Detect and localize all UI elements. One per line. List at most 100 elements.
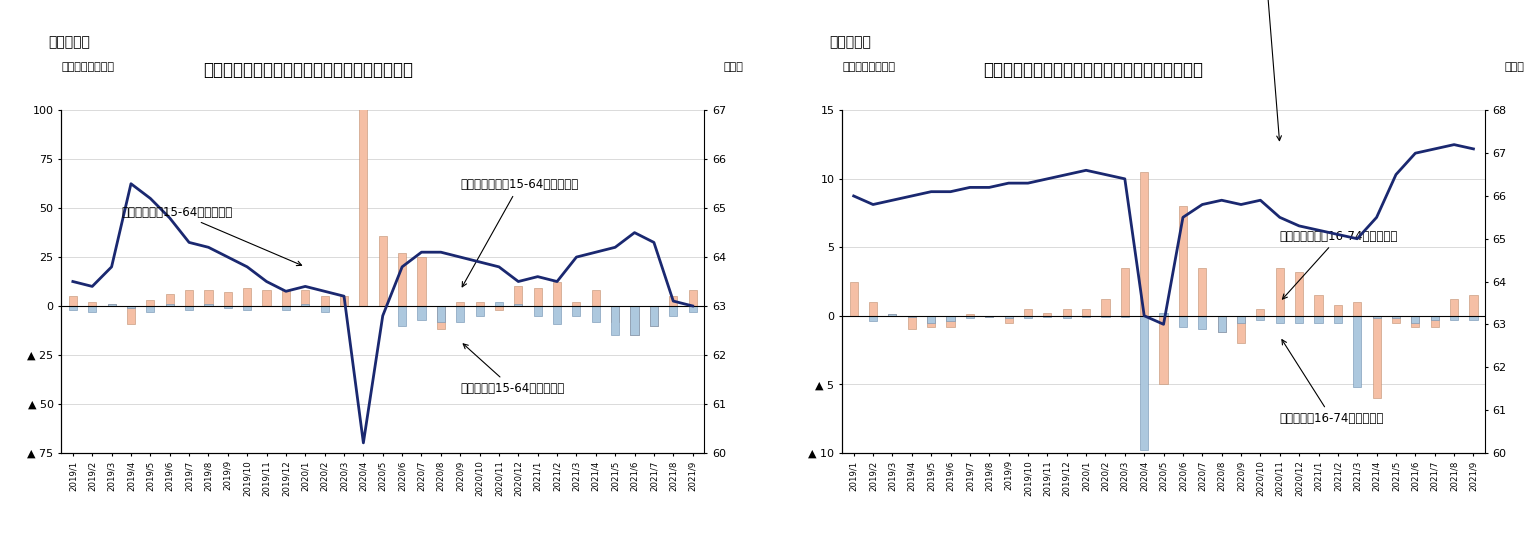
Bar	[1237, 316, 1245, 322]
Bar	[1237, 316, 1245, 343]
Bar	[1430, 316, 1439, 327]
Bar	[591, 290, 600, 306]
Bar	[611, 306, 619, 322]
Text: 労働参加率（15-64才、右軸）: 労働参加率（15-64才、右軸）	[121, 205, 302, 266]
Bar	[302, 290, 309, 306]
Text: （図表７）: （図表７）	[49, 35, 90, 49]
Bar	[573, 302, 580, 306]
Bar	[436, 306, 446, 322]
Bar	[888, 315, 897, 316]
Bar	[185, 290, 193, 306]
Bar	[1043, 316, 1052, 317]
Bar	[1470, 316, 1477, 320]
Bar	[1334, 305, 1343, 316]
Bar	[611, 306, 619, 335]
Bar	[418, 306, 426, 320]
Text: 非労働者人口（15-64才）の変化: 非労働者人口（15-64才）の変化	[461, 178, 579, 287]
Bar	[224, 292, 231, 306]
Bar	[147, 300, 155, 306]
Bar	[928, 316, 935, 327]
Bar	[514, 304, 522, 306]
Bar	[888, 315, 897, 316]
Bar	[1430, 316, 1439, 320]
Text: 非労働者人口（16-74才）の変化: 非労働者人口（16-74才）の変化	[1280, 230, 1398, 299]
Bar	[224, 306, 231, 308]
Bar	[1179, 316, 1187, 327]
Bar	[1024, 316, 1032, 319]
Bar	[185, 306, 193, 310]
Bar	[1101, 316, 1110, 317]
Bar	[1179, 206, 1187, 316]
Text: （％）: （％）	[724, 62, 744, 72]
Bar	[204, 304, 213, 306]
Bar	[1257, 316, 1265, 320]
Bar	[302, 304, 309, 306]
Bar	[398, 253, 406, 306]
Text: 労働参加率（16-74才、右軸）: 労働参加率（16-74才、右軸）	[1164, 0, 1281, 141]
Bar	[649, 306, 658, 326]
Bar	[456, 306, 464, 322]
Bar	[69, 306, 77, 310]
Bar	[243, 306, 251, 310]
Bar	[1470, 295, 1477, 316]
Bar	[1217, 316, 1226, 332]
Text: （％）: （％）	[1505, 62, 1525, 72]
Bar	[1412, 316, 1419, 322]
Bar	[928, 316, 935, 322]
Bar	[1004, 316, 1012, 322]
Bar	[1275, 268, 1285, 316]
Bar	[1159, 313, 1168, 316]
Bar	[1063, 316, 1070, 319]
Bar	[1450, 299, 1458, 316]
Bar	[262, 290, 271, 306]
Bar	[456, 302, 464, 306]
Bar	[320, 306, 329, 312]
Bar	[1004, 316, 1012, 319]
Bar	[1372, 316, 1381, 398]
Bar	[1043, 313, 1052, 316]
Bar	[1450, 316, 1458, 320]
Bar	[1315, 316, 1323, 322]
Bar	[340, 296, 348, 306]
Bar	[850, 282, 857, 316]
Bar	[1334, 316, 1343, 322]
Bar	[984, 316, 994, 317]
Bar	[966, 315, 974, 316]
Bar	[689, 306, 697, 312]
Bar	[1392, 316, 1399, 322]
Bar	[946, 316, 955, 327]
Bar	[1353, 316, 1361, 387]
Bar	[870, 302, 877, 316]
Bar	[689, 290, 697, 306]
Bar	[89, 302, 96, 306]
Bar	[476, 302, 484, 306]
Bar	[1257, 309, 1265, 316]
Bar	[534, 288, 542, 306]
Bar	[591, 306, 600, 322]
Text: （図表８）: （図表８）	[830, 35, 871, 49]
Bar	[1082, 316, 1090, 317]
Bar	[436, 306, 446, 330]
Bar	[1275, 316, 1285, 322]
Bar	[418, 257, 426, 306]
Text: ポルトガルの失業者・非労働力人口・労働参加率: ポルトガルの失業者・非労働力人口・労働参加率	[983, 61, 1203, 79]
Text: （前月差、万人）: （前月差、万人）	[61, 62, 115, 72]
Text: （前月差、万人）: （前月差、万人）	[842, 62, 896, 72]
Bar	[1063, 309, 1070, 316]
Bar	[669, 306, 677, 316]
Bar	[669, 296, 677, 306]
Bar	[1141, 172, 1148, 316]
Bar	[165, 294, 173, 306]
Bar	[89, 306, 96, 312]
Text: 失業者数（16-74才）の変化: 失業者数（16-74才）の変化	[1280, 339, 1384, 425]
Bar	[514, 286, 522, 306]
Bar	[378, 236, 387, 306]
Bar	[966, 316, 974, 319]
Bar	[631, 306, 638, 335]
Bar	[908, 316, 916, 330]
Bar	[534, 306, 542, 316]
Bar	[1159, 316, 1168, 384]
Bar	[1392, 316, 1399, 319]
Bar	[649, 306, 658, 326]
Bar	[1101, 299, 1110, 316]
